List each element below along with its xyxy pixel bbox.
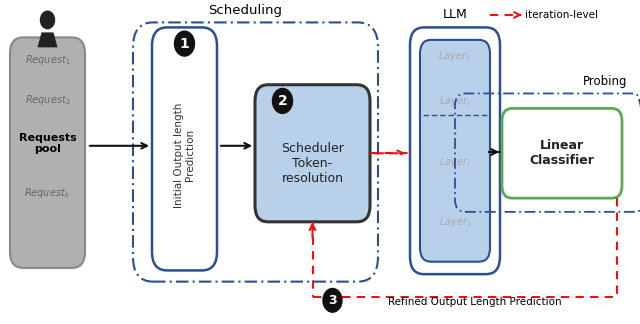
Circle shape bbox=[40, 11, 54, 29]
Text: 2: 2 bbox=[278, 94, 287, 108]
Text: iteration-level: iteration-level bbox=[525, 10, 598, 20]
Text: $\mathit{Request}_{k}$: $\mathit{Request}_{k}$ bbox=[24, 186, 70, 200]
Text: $\mathit{Layer}_{1}$: $\mathit{Layer}_{1}$ bbox=[438, 215, 472, 229]
FancyBboxPatch shape bbox=[420, 40, 490, 262]
Text: $\mathit{Request}_{2}$: $\mathit{Request}_{2}$ bbox=[25, 93, 70, 107]
Text: Linear
Classifier: Linear Classifier bbox=[529, 139, 595, 167]
FancyBboxPatch shape bbox=[10, 37, 85, 268]
Text: $\mathit{Layer}_{k}$: $\mathit{Layer}_{k}$ bbox=[438, 49, 472, 63]
Text: Requests
pool: Requests pool bbox=[19, 133, 76, 154]
Text: $\mathit{Layer}_{j}$: $\mathit{Layer}_{j}$ bbox=[440, 95, 470, 110]
Text: ⋮: ⋮ bbox=[447, 127, 463, 142]
FancyBboxPatch shape bbox=[152, 28, 217, 271]
FancyBboxPatch shape bbox=[255, 85, 370, 222]
Text: 3: 3 bbox=[328, 294, 337, 307]
Text: LLM: LLM bbox=[443, 8, 467, 21]
Text: Initial Output length
Prediction: Initial Output length Prediction bbox=[173, 102, 195, 208]
FancyBboxPatch shape bbox=[410, 28, 500, 274]
Text: Scheduler
Token-
resolution: Scheduler Token- resolution bbox=[281, 142, 344, 185]
Text: Scheduling: Scheduling bbox=[209, 5, 282, 17]
Circle shape bbox=[175, 31, 195, 56]
Text: 1: 1 bbox=[180, 37, 189, 51]
FancyBboxPatch shape bbox=[502, 109, 622, 198]
Text: Probing: Probing bbox=[583, 75, 627, 88]
Text: $\mathit{Layer}_{i}$: $\mathit{Layer}_{i}$ bbox=[440, 155, 470, 169]
Text: $\mathit{Request}_{1}$: $\mathit{Request}_{1}$ bbox=[25, 53, 70, 67]
Circle shape bbox=[323, 288, 342, 312]
Circle shape bbox=[273, 88, 292, 113]
Polygon shape bbox=[38, 32, 58, 47]
Text: Refined Output Length Prediction: Refined Output Length Prediction bbox=[388, 296, 561, 307]
